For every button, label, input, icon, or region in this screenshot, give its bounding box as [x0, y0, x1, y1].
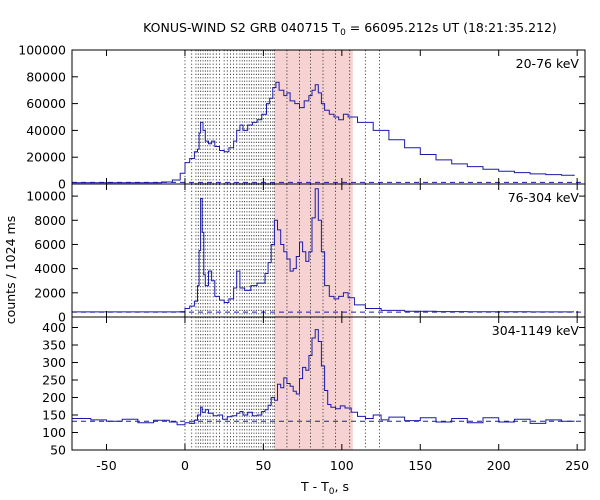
panel-3-y-tick-label-3: 200 [42, 390, 66, 405]
panel-3-energy-label: 304-1149 keV [492, 323, 580, 338]
panel-2-shaded-interval [274, 184, 353, 317]
panel-1-y-tick-label-1: 20000 [26, 150, 66, 165]
panel-3-frame [71, 316, 586, 451]
x-axis-label: T - T0, s [300, 479, 349, 497]
x-tick-label-4: 150 [408, 458, 432, 473]
panel-3-y-tick-label-6: 350 [42, 338, 66, 353]
x-tick-label-2: 50 [255, 458, 271, 473]
panel-2-energy-label: 76-304 keV [508, 190, 580, 205]
panel-3-shaded-interval [274, 317, 353, 450]
panel-3-y-tick-label-2: 150 [42, 408, 66, 423]
panel-1-y-tick-label-4: 80000 [26, 69, 66, 84]
panel-1-y-tick-label-5: 100000 [18, 43, 66, 58]
x-tick-label-3: 100 [330, 458, 354, 473]
panel-2-y-tick-label-5: 10000 [26, 189, 66, 204]
y-axis-label: counts / 1024 ms [3, 216, 18, 324]
x-tick-label-5: 200 [487, 458, 511, 473]
panel-2-light-curve [72, 188, 574, 313]
chart-title: KONUS-WIND S2 GRB 040715 T0 = 66095.212s… [143, 20, 557, 38]
panel-1-energy-label: 20-76 keV [516, 56, 580, 71]
panel-1-y-tick-label-2: 40000 [26, 123, 66, 138]
panel-1-shaded-interval [274, 50, 353, 184]
panel-2-y-tick-label-4: 8000 [34, 213, 66, 228]
panel-3-light-curve [72, 329, 575, 426]
panel-1-y-tick-label-3: 60000 [26, 96, 66, 111]
panel-2-y-tick-label-2: 4000 [34, 261, 66, 276]
panel-3-y-tick-label-1: 100 [42, 425, 66, 440]
panel-3-y-tick-label-4: 250 [42, 373, 66, 388]
panel-3-y-tick-label-5: 300 [42, 355, 66, 370]
panel-2-y-tick-label-3: 6000 [34, 237, 66, 252]
panel-2-y-tick-label-0: 0 [58, 310, 66, 325]
x-tick-label-1: 0 [181, 458, 189, 473]
panel-1-y-tick-label-0: 0 [58, 177, 66, 192]
panel-3-y-tick-label-7: 400 [42, 320, 66, 335]
panel-3-y-tick-label-0: 50 [50, 443, 66, 458]
panel-2-y-tick-label-1: 2000 [34, 285, 66, 300]
panel-1-light-curve [72, 81, 575, 184]
x-tick-label-6: 250 [565, 458, 589, 473]
x-tick-label-0: -50 [96, 458, 116, 473]
